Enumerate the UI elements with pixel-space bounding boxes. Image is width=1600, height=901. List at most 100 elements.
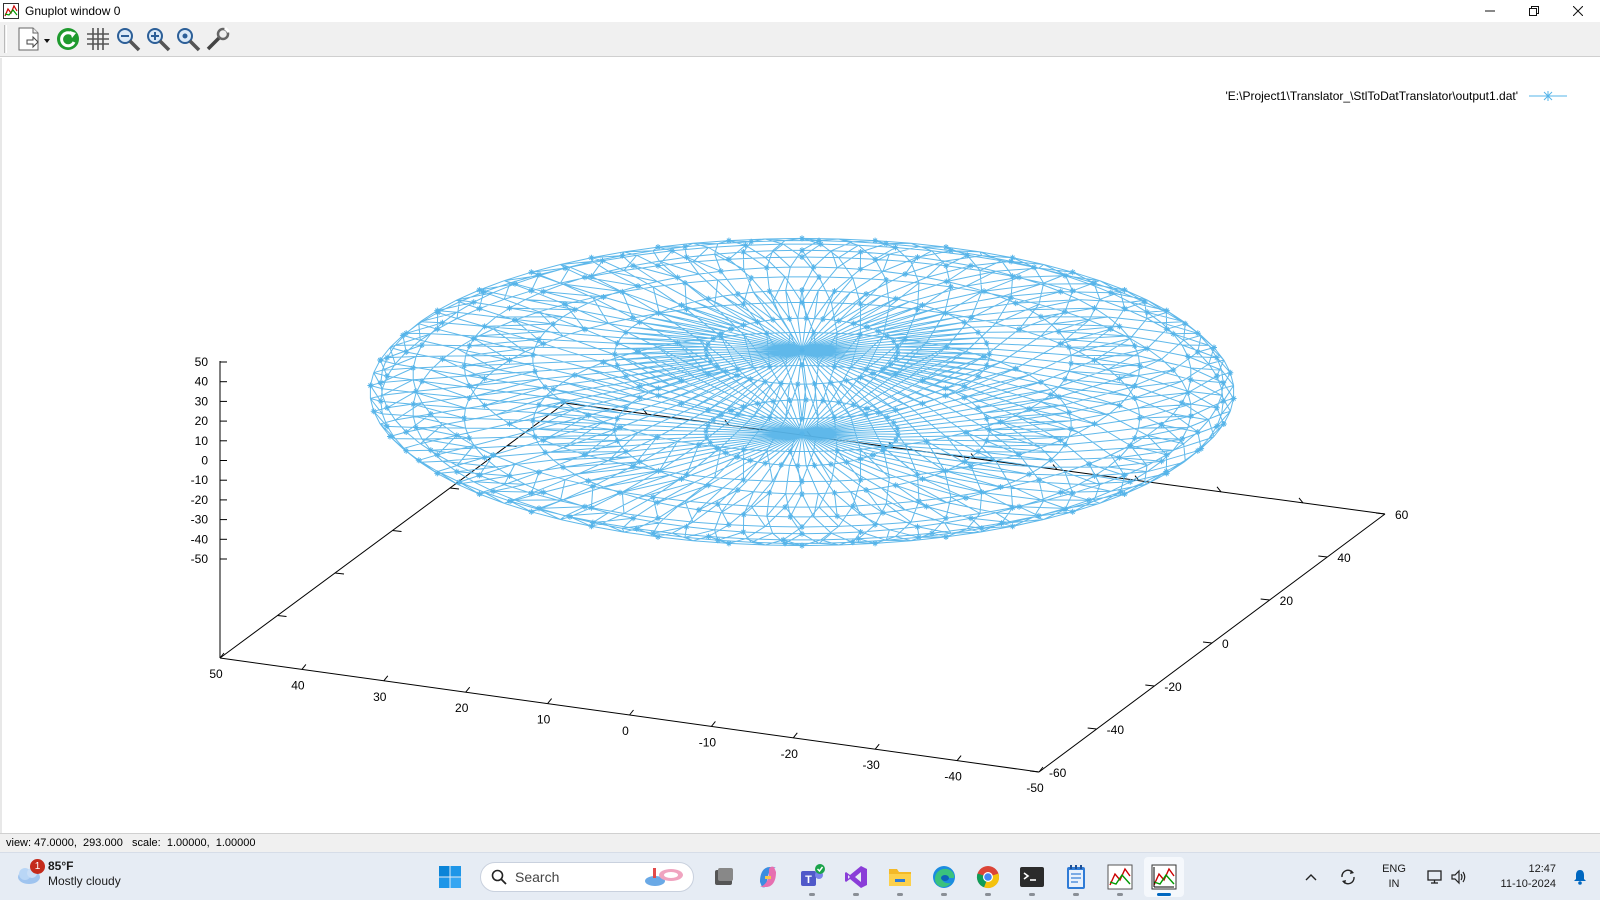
toolbar-grip[interactable] [4,25,7,53]
z-tick-label: 0 [201,454,208,468]
back-tick [1298,497,1304,504]
z-tick-label: -20 [191,493,209,507]
title-bar[interactable]: Gnuplot window 0 [0,0,1600,22]
z-tick-label: -50 [191,552,209,566]
search-highlight-icon [645,868,683,886]
chevron-up-icon [1305,874,1317,881]
y-tick-label: -60 [1049,766,1067,780]
file-explorer-icon [889,869,911,886]
x-tick [219,652,225,659]
sync-tray-button[interactable] [1338,867,1358,887]
grid-button[interactable] [83,24,113,54]
taskbar-apps: Search T [428,857,1186,897]
refresh-icon [57,28,79,50]
x-tick-label: 30 [373,690,387,704]
visual-studio-button[interactable] [836,857,876,897]
task-view-button[interactable] [704,857,744,897]
visual-studio-icon [845,866,867,888]
y-tick [1029,770,1040,773]
weather-text: 85°F Mostly cloudy [48,859,121,889]
teams-button[interactable]: T [792,857,832,897]
file-explorer-button[interactable] [880,857,920,897]
x-tick-label: -20 [781,747,799,761]
restore-button[interactable] [1512,0,1556,22]
x-tick-label: 10 [537,713,551,727]
back-tick [1216,486,1222,493]
z-tick-label: 50 [195,355,209,369]
start-button[interactable] [430,857,470,897]
copy-print-menu-button[interactable] [13,24,53,54]
teams-running-indicator [809,893,815,896]
surface-mesh [367,235,1237,549]
copilot-button[interactable] [748,857,788,897]
gnuplot-icon [1107,864,1133,890]
notification-badge: 1 [30,859,45,874]
edge-button[interactable] [924,857,964,897]
svg-text:T: T [805,874,812,886]
y-tick-label: 0 [1222,637,1229,651]
sync-icon [1341,869,1355,885]
network-volume-button[interactable] [1426,868,1468,886]
language-line2: IN [1388,878,1400,890]
zoom-next-button[interactable] [143,24,173,54]
x-tick [383,675,389,682]
x-tick [874,743,880,750]
x-tick-label: 20 [455,701,469,715]
zoom-previous-button[interactable] [113,24,143,54]
explorer-running-indicator [897,893,903,896]
status-bar: view: 47.0000, 293.000 scale: 1.00000, 1… [0,833,1600,852]
back-tick [334,572,345,575]
y-tick [1318,555,1328,558]
x-tick-label: -50 [1026,781,1044,795]
minimize-button[interactable] [1468,0,1512,22]
zoom-out-icon [117,28,141,52]
network-icon [1427,870,1442,884]
gnuplot-app-icon [3,3,19,19]
legend: 'E:\Project1\Translator_\StlToDatTransla… [1226,89,1567,103]
gnuplot-window-button[interactable] [1144,857,1184,897]
options-button[interactable] [203,24,233,54]
notifications-button[interactable] [1572,869,1588,885]
taskbar: 1 85°F Mostly cloudy Search [0,852,1600,900]
autoscale-button[interactable] [173,24,203,54]
show-hidden-icons-button[interactable] [1304,872,1318,882]
gnuplot-window: Gnuplot window 0 [0,0,1600,852]
y-tick-label: 60 [1395,508,1409,522]
replot-button[interactable] [53,24,83,54]
clock[interactable]: 12:47 11-10-2024 [1490,862,1556,892]
chrome-button[interactable] [968,857,1008,897]
start-icon [439,866,461,888]
search-icon [491,869,507,885]
chrome-icon [976,866,1000,889]
y-tick-label: 40 [1337,551,1351,565]
z-tick-label: -40 [191,532,209,546]
mesh-lines [369,237,1235,547]
terminal-button[interactable] [1012,857,1052,897]
plot-area[interactable]: 50 40 30 20 10 0 -10 -20 -30 -40 -50 50 40 30 20 10 0 -10… [0,58,1600,833]
vs-running-indicator [853,893,859,896]
system-tray: ENG IN 12:47 11-10-2024 [1298,853,1600,901]
y-tick-label: -20 [1164,680,1182,694]
notepad-running-indicator [1073,893,1079,896]
volume-icon [1451,869,1466,885]
gnuplot-button[interactable] [1100,857,1140,897]
y-tick [1087,727,1097,730]
x-tick-label: 0 [622,724,629,738]
window-title: Gnuplot window 0 [25,4,121,18]
weather-widget[interactable]: 1 85°F Mostly cloudy [14,859,121,889]
gnuplot-window-icon [1151,864,1177,890]
y-tick [1260,598,1270,601]
close-button[interactable] [1556,0,1600,22]
plot-canvas: 50 40 30 20 10 0 -10 -20 -30 -40 -50 50 40 30 20 10 0 -10… [191,89,1567,795]
gnuplot-running-indicator [1117,893,1123,896]
x-tick [547,698,552,704]
notepad-button[interactable] [1056,857,1096,897]
back-tick [277,615,287,617]
x-tick [1038,766,1044,773]
y-tick-label: 20 [1280,594,1294,608]
gnuplot-window-active-indicator [1157,893,1171,896]
mesh-point-markers [367,235,1237,549]
language-indicator[interactable]: ENG IN [1378,862,1410,892]
back-tick [392,530,402,532]
search-input[interactable]: Search [480,862,694,892]
